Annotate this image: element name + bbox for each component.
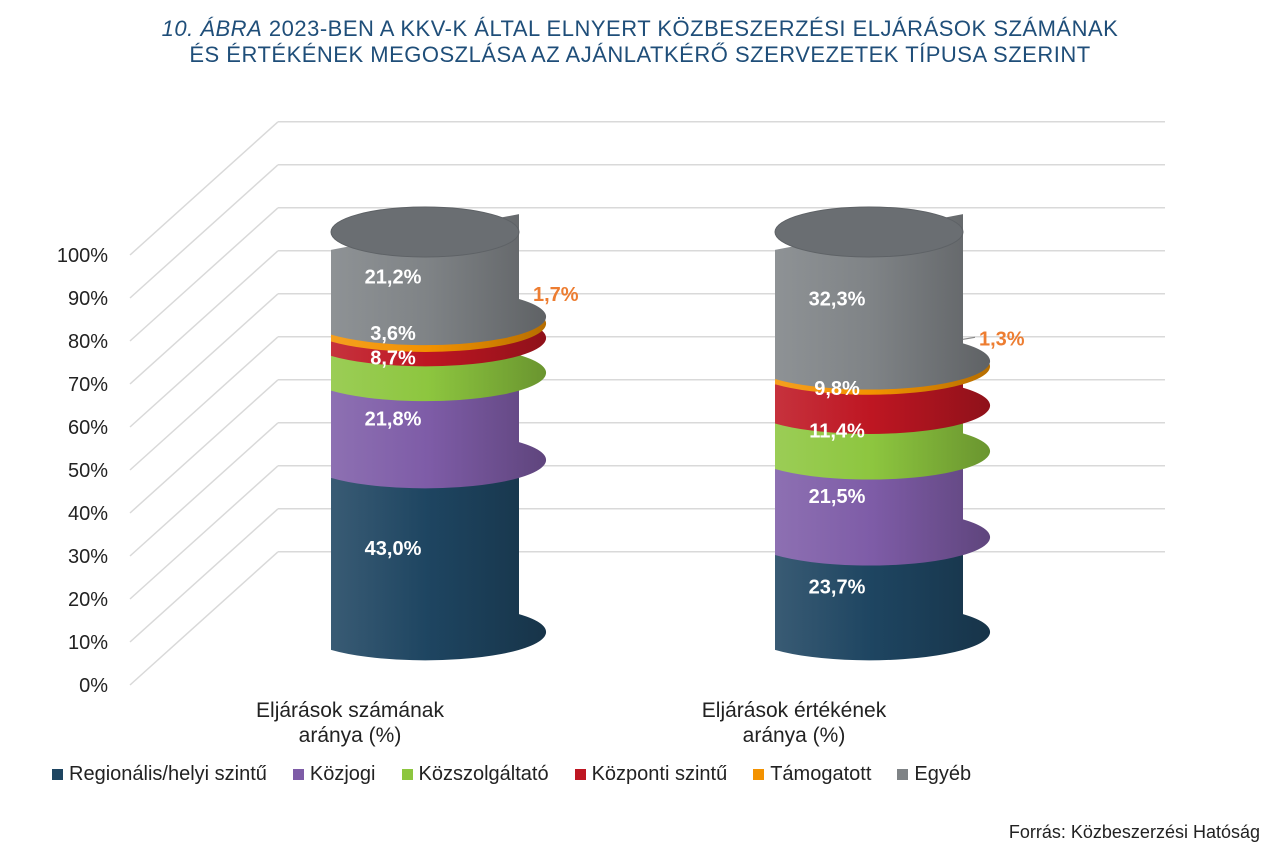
legend: Regionális/helyi szintű Közjogi Közszolgál… (52, 763, 971, 786)
data-label: 11,4% (809, 420, 865, 442)
data-label: 21,2% (365, 266, 422, 288)
legend-label: Támogatott (770, 763, 872, 785)
gridline-diagonal (129, 379, 279, 514)
x-category-label-line: Eljárások számának (256, 699, 444, 722)
y-tick-label: 80% (68, 331, 108, 353)
gridline-diagonal (129, 551, 279, 686)
y-tick-label: 50% (68, 460, 108, 482)
cylinder-2: 23,7% 21,5% 11,4% 9,8% 1,3% 32,3% (774, 206, 1025, 661)
gridline-diagonal (129, 465, 279, 600)
y-tick-label: 40% (68, 503, 108, 525)
legend-swatch (292, 769, 304, 780)
legend-swatch (753, 769, 765, 780)
x-category-label-line: aránya (%) (299, 724, 402, 747)
gridline-diagonal (129, 250, 279, 385)
data-label-external: 1,7% (533, 284, 579, 306)
gridline-diagonal (129, 293, 279, 428)
data-label: 21,8% (365, 408, 422, 430)
x-category-label-line: Eljárások értékének (702, 699, 887, 722)
data-label: 9,8% (814, 378, 860, 400)
chart-title: 10. ÁBRA 2023-BEN A KKV-K ÁLTAL ELNYERT … (0, 16, 1280, 68)
x-category-label: Eljárások értékének aránya (%) (702, 699, 887, 747)
gridline-diagonal (129, 508, 279, 643)
x-category-label-line: aránya (%) (743, 724, 846, 747)
gridline-diagonal (129, 207, 279, 342)
y-tick-label: 0% (79, 675, 108, 697)
bar-segment (331, 442, 547, 661)
title-line-2: ÉS ÉRTÉKÉNEK MEGOSZLÁSA AZ AJÁNLATKÉRŐ S… (189, 42, 1091, 67)
cylinder-1: 43,0% 21,8% 8,7%3,6% 1,7% 21,2% (330, 206, 579, 661)
y-tick-label: 60% (68, 417, 108, 439)
y-tick-label: 70% (68, 374, 108, 396)
data-label: 3,6% (370, 323, 416, 345)
gridline-diagonal (129, 121, 279, 256)
legend-label: Központi szintű (591, 763, 728, 785)
cylinder-top (330, 206, 520, 258)
legend-label: Egyéb (914, 763, 972, 785)
legend-item: Közjogi (292, 763, 376, 786)
gridline-diagonal (129, 164, 279, 299)
cylinder-top (774, 206, 964, 258)
legend-item: Támogatott (753, 763, 871, 786)
data-label-external: 1,3% (979, 328, 1025, 350)
y-tick-label: 20% (68, 589, 108, 611)
data-label: 43,0% (365, 538, 422, 560)
y-tick-label: 10% (68, 632, 108, 654)
gridline-diagonal (129, 336, 279, 471)
legend-swatch (52, 769, 63, 780)
data-label: 23,7% (809, 577, 866, 599)
legend-swatch (897, 769, 909, 780)
data-label: 21,5% (809, 486, 866, 508)
legend-label: Közszolgáltató (418, 763, 549, 785)
legend-item: Regionális/helyi szintű (52, 763, 267, 786)
legend-item: Központi szintű (574, 763, 728, 786)
y-tick-label: 30% (68, 546, 108, 568)
y-tick-label: 90% (68, 288, 108, 310)
legend-swatch (401, 769, 413, 780)
legend-item: Egyéb (897, 763, 971, 786)
legend-label: Közjogi (309, 763, 376, 785)
legend-swatch (574, 769, 586, 780)
source-note: Forrás: Közbeszerzési Hatóság (1008, 822, 1260, 842)
bar-segment (775, 214, 991, 390)
gridlines: 0% 10% 20% 30% 40% 50% 60% 70% 80% 90% 100% (57, 121, 1165, 697)
legend-item: Közszolgáltató (401, 763, 549, 786)
legend-label: Regionális/helyi szintű (69, 763, 267, 785)
leader-line (962, 336, 976, 340)
x-category-label: Eljárások számának aránya (%) (256, 699, 444, 747)
y-tick-label: 100% (57, 245, 108, 267)
title-text-1: 2023-BEN A KKV-K ÁLTAL ELNYERT KÖZBESZER… (268, 16, 1119, 41)
data-label: 32,3% (809, 289, 866, 311)
title-line-1: 10. ÁBRA 2023-BEN A KKV-K ÁLTAL ELNYERT … (0, 16, 1280, 42)
data-label: 8,7% (370, 347, 416, 369)
figure-number: 10. ÁBRA (161, 16, 263, 41)
gridline-diagonal (129, 422, 279, 557)
